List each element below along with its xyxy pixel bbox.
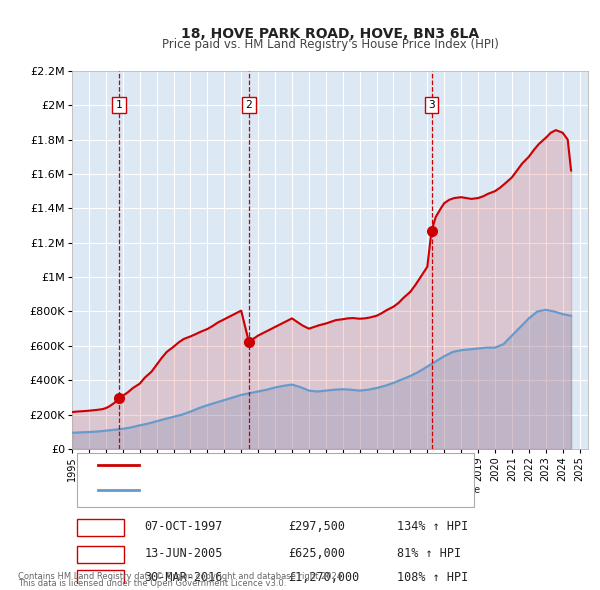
Text: 18, HOVE PARK ROAD, HOVE, BN3 6LA (detached house): 18, HOVE PARK ROAD, HOVE, BN3 6LA (detac…: [149, 460, 462, 470]
Text: 2: 2: [97, 546, 104, 559]
Text: Contains HM Land Registry data © Crown copyright and database right 2024.: Contains HM Land Registry data © Crown c…: [18, 572, 344, 581]
Text: £1,270,000: £1,270,000: [289, 571, 360, 584]
Text: 13-JUN-2005: 13-JUN-2005: [144, 546, 223, 559]
FancyBboxPatch shape: [77, 519, 124, 536]
FancyBboxPatch shape: [77, 453, 475, 507]
Text: Price paid vs. HM Land Registry's House Price Index (HPI): Price paid vs. HM Land Registry's House …: [161, 38, 499, 51]
Text: 07-OCT-1997: 07-OCT-1997: [144, 520, 223, 533]
Text: £297,500: £297,500: [289, 520, 346, 533]
Text: 3: 3: [428, 100, 435, 110]
FancyBboxPatch shape: [77, 546, 124, 563]
Text: 1: 1: [97, 520, 104, 533]
FancyBboxPatch shape: [77, 570, 124, 588]
Text: 81% ↑ HPI: 81% ↑ HPI: [397, 546, 461, 559]
Text: 2: 2: [245, 100, 252, 110]
Text: 108% ↑ HPI: 108% ↑ HPI: [397, 571, 469, 584]
Text: 3: 3: [97, 571, 104, 584]
Text: This data is licensed under the Open Government Licence v3.0.: This data is licensed under the Open Gov…: [18, 579, 286, 588]
Text: 1: 1: [115, 100, 122, 110]
Text: 30-MAR-2016: 30-MAR-2016: [144, 571, 223, 584]
Text: 134% ↑ HPI: 134% ↑ HPI: [397, 520, 469, 533]
Text: 18, HOVE PARK ROAD, HOVE, BN3 6LA: 18, HOVE PARK ROAD, HOVE, BN3 6LA: [181, 27, 479, 41]
Text: HPI: Average price, detached house, Brighton and Hove: HPI: Average price, detached house, Brig…: [149, 484, 481, 494]
Text: £625,000: £625,000: [289, 546, 346, 559]
